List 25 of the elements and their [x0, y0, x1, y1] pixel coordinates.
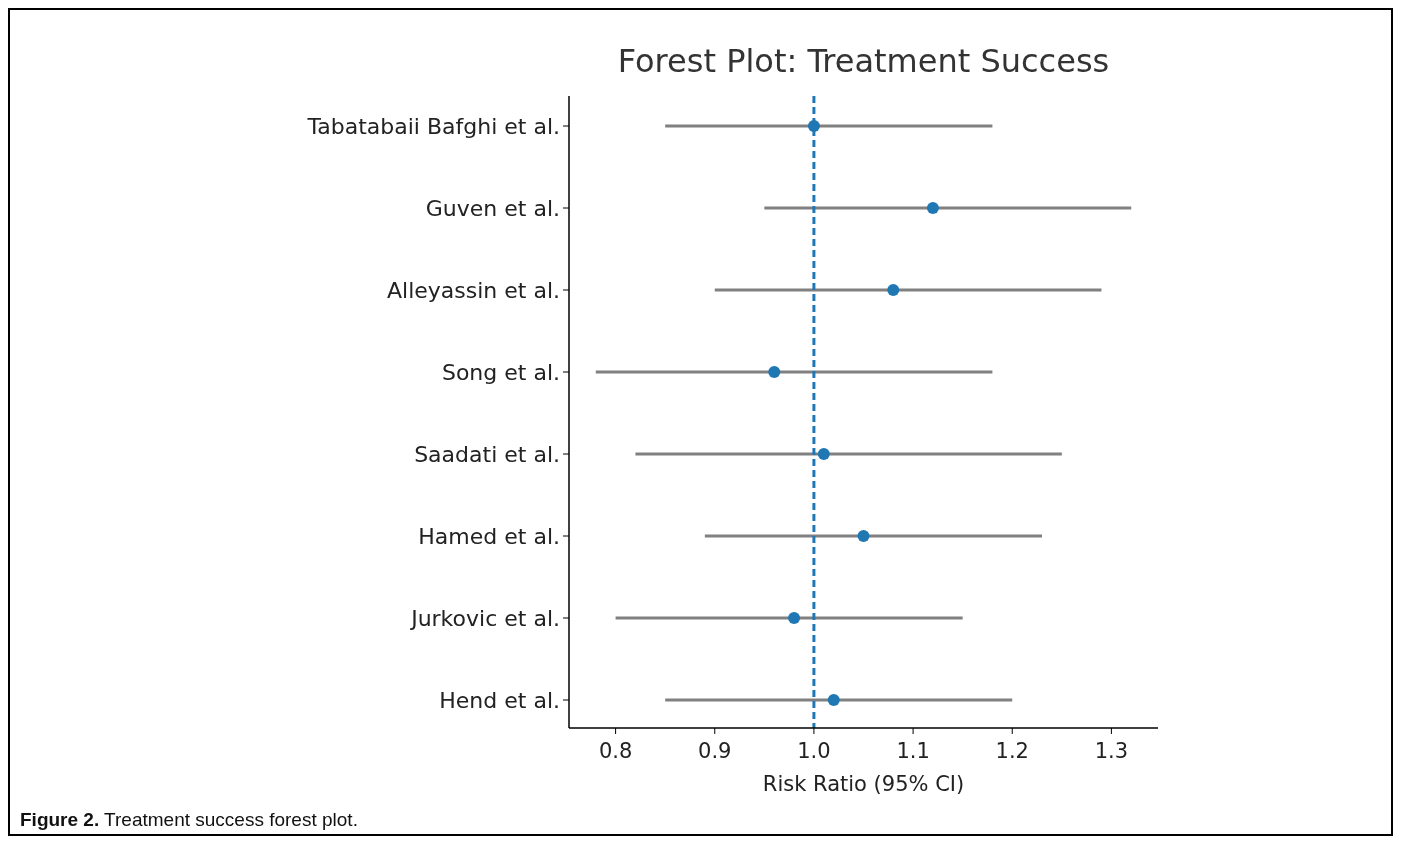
point	[807, 120, 820, 132]
y-tick-label: Song et al.	[441, 360, 560, 385]
x-tick-label: 1.3	[1094, 739, 1129, 763]
x-tick-label: 1.0	[797, 739, 831, 763]
point	[926, 202, 939, 214]
x-tick-label: 0.9	[698, 739, 732, 763]
y-tick-label: Hamed et al.	[418, 524, 560, 549]
x-axis-title: Risk Ratio (95% CI)	[762, 772, 965, 796]
x-tick-label: 0.8	[598, 739, 633, 763]
point	[788, 612, 801, 624]
point	[827, 694, 840, 706]
x-tick-label: 1.1	[896, 739, 930, 763]
point	[768, 366, 781, 378]
point	[857, 530, 870, 542]
y-tick-label: Alleyassin et al.	[386, 278, 560, 303]
point	[817, 448, 830, 460]
y-tick-label: Guven et al.	[425, 196, 560, 221]
x-tick-label: 1.2	[995, 739, 1029, 763]
y-tick-label: Jurkovic et al.	[409, 606, 560, 631]
chart-title: Forest Plot: Treatment Success	[617, 42, 1110, 80]
y-tick-label: Saadati et al.	[414, 442, 560, 467]
y-tick-label: Hend et al.	[439, 688, 560, 713]
point	[887, 284, 900, 296]
y-tick-label: Tabatabaii Bafghi et al.	[306, 114, 560, 139]
caption: Figure 2. Treatment success forest plot.	[20, 809, 358, 830]
